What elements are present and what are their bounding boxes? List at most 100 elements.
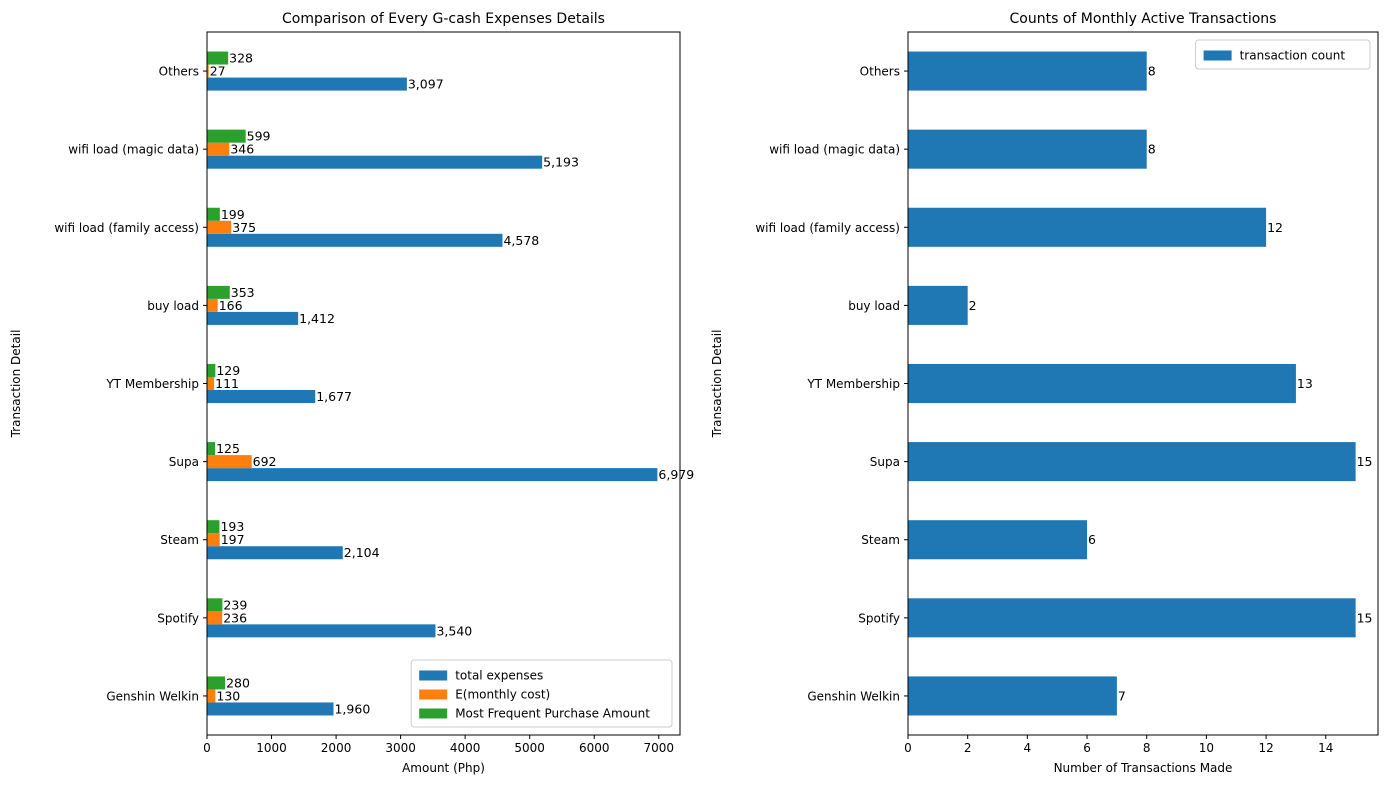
chart0-bar-1-3 xyxy=(207,455,252,469)
chart0-bar-2-1 xyxy=(207,598,223,612)
chart0-data-label-0-7: 5,193 xyxy=(543,155,579,170)
chart0-xtick-label-5: 5000 xyxy=(514,741,545,755)
chart0-bar-2-8 xyxy=(207,51,229,65)
chart1-xtick-label-0: 0 xyxy=(904,741,912,755)
chart1-data-label-0-6: 12 xyxy=(1267,220,1283,235)
chart0-bar-1-6 xyxy=(207,220,232,234)
chart1-data-label-0-8: 8 xyxy=(1148,64,1156,79)
chart1-data-label-0-1: 15 xyxy=(1357,610,1373,625)
chart0-legend-swatch-1 xyxy=(419,689,448,700)
chart0-bar-2-6 xyxy=(207,207,220,221)
chart0-title: Comparison of Every G-cash Expenses Deta… xyxy=(282,11,605,27)
chart0-bar-1-5 xyxy=(207,298,218,312)
chart1-data-label-0-5: 2 xyxy=(969,298,977,313)
chart0-ytick-label-1: Spotify xyxy=(157,611,199,625)
chart0-data-label-1-5: 166 xyxy=(219,298,243,313)
chart1-bar-0-7 xyxy=(908,129,1147,169)
chart1-ytick-label-7: wifi load (magic data) xyxy=(769,143,900,157)
chart1-ytick-label-1: Spotify xyxy=(858,611,900,625)
chart0-data-label-2-4: 129 xyxy=(216,363,240,378)
chart1-xtick-label-6: 12 xyxy=(1258,741,1273,755)
chart0-xtick-label-7: 7000 xyxy=(643,741,674,755)
chart0-ytick-label-3: Supa xyxy=(169,455,199,469)
chart0-bar-2-3 xyxy=(207,442,216,456)
chart0-ytick-label-0: Genshin Welkin xyxy=(106,689,199,703)
chart1-bar-0-2 xyxy=(908,520,1088,560)
chart0-bar-2-2 xyxy=(207,520,220,534)
chart1-bar-0-8 xyxy=(908,51,1147,91)
chart1-data-label-0-0: 7 xyxy=(1118,688,1126,703)
chart1-ylabel: Transaction Detail xyxy=(710,330,724,439)
chart0-ylabel: Transaction Detail xyxy=(9,330,23,439)
chart0-bar-1-1 xyxy=(207,611,223,625)
chart0-bar-0-6 xyxy=(207,233,503,247)
chart0-data-label-2-6: 199 xyxy=(221,207,245,222)
chart0-bar-0-5 xyxy=(207,311,299,325)
chart0-data-label-1-7: 346 xyxy=(230,142,254,157)
chart0-bar-2-4 xyxy=(207,363,216,377)
chart1-ytick-label-2: Steam xyxy=(861,533,900,547)
chart0-data-label-2-1: 239 xyxy=(223,597,247,612)
chart1-xlabel: Number of Transactions Made xyxy=(1054,761,1233,775)
chart0-xtick-label-1: 1000 xyxy=(256,741,287,755)
chart0-legend xyxy=(410,659,673,728)
chart0-data-label-2-3: 125 xyxy=(216,441,240,456)
chart0-xtick-label-3: 3000 xyxy=(385,741,416,755)
chart1-ytick-label-6: wifi load (family access) xyxy=(755,221,900,235)
chart0-data-label-2-5: 353 xyxy=(231,285,255,300)
chart0-ytick-label-2: Steam xyxy=(160,533,199,547)
chart0-bar-0-4 xyxy=(207,390,316,404)
chart1-bar-0-5 xyxy=(908,285,968,325)
chart0-legend-label-2: Most Frequent Purchase Amount xyxy=(455,707,650,721)
chart1-xtick-label-1: 2 xyxy=(964,741,972,755)
chart0-bar-1-0 xyxy=(207,689,216,703)
chart0-xtick-label-4: 4000 xyxy=(450,741,481,755)
chart0-bar-0-8 xyxy=(207,77,407,91)
chart0-bar-1-4 xyxy=(207,376,215,391)
chart0-data-label-2-8: 328 xyxy=(229,51,253,66)
chart0-bar-2-0 xyxy=(207,676,226,690)
chart0-data-label-2-7: 599 xyxy=(247,129,271,144)
chart0-data-label-0-3: 6,979 xyxy=(658,467,694,482)
chart0-bar-1-7 xyxy=(207,142,230,156)
chart0-data-label-1-3: 692 xyxy=(253,454,277,469)
chart0-data-label-0-1: 3,540 xyxy=(436,623,472,638)
chart1-xtick-label-3: 6 xyxy=(1083,741,1091,755)
chart0-data-label-0-4: 1,677 xyxy=(316,389,352,404)
chart0-xtick-label-0: 0 xyxy=(203,741,211,755)
chart1-data-label-0-7: 8 xyxy=(1148,142,1156,157)
chart0-data-label-1-8: 27 xyxy=(210,64,226,79)
chart0-data-label-0-6: 4,578 xyxy=(503,233,539,248)
chart0-data-label-0-8: 3,097 xyxy=(408,77,444,92)
chart0-data-label-0-0: 1,960 xyxy=(334,701,370,716)
chart0-legend-swatch-2 xyxy=(419,708,448,719)
chart0-ytick-label-8: Others xyxy=(159,65,199,79)
chart1-data-label-0-3: 15 xyxy=(1357,454,1373,469)
chart0-ytick-label-4: YT Membership xyxy=(105,377,199,391)
chart0-xlabel: Amount (Php) xyxy=(402,761,485,775)
chart0-bar-1-8 xyxy=(207,64,209,78)
chart1-bar-0-6 xyxy=(908,207,1267,247)
chart0-data-label-0-2: 2,104 xyxy=(344,545,380,560)
chart1-data-label-0-2: 6 xyxy=(1088,532,1096,547)
chart1-xtick-label-4: 8 xyxy=(1143,741,1151,755)
chart0-ytick-label-6: wifi load (family access) xyxy=(54,221,199,235)
chart1-title: Counts of Monthly Active Transactions xyxy=(1010,11,1277,27)
chart0-xtick-label-6: 6000 xyxy=(579,741,610,755)
chart0-xtick-label-2: 2000 xyxy=(321,741,352,755)
chart0-bar-0-2 xyxy=(207,546,343,560)
chart0-ytick-label-7: wifi load (magic data) xyxy=(68,143,199,157)
chart0-bar-2-5 xyxy=(207,285,230,299)
chart1-legend xyxy=(1195,39,1371,70)
chart0-bar-1-2 xyxy=(207,533,220,547)
chart0-bar-2-7 xyxy=(207,129,246,143)
chart0-data-label-1-1: 236 xyxy=(223,610,247,625)
chart1-legend-label-0: transaction count xyxy=(1240,49,1346,63)
chart0-data-label-1-6: 375 xyxy=(232,220,256,235)
chart1-bar-0-1 xyxy=(908,598,1356,638)
chart0-data-label-2-0: 280 xyxy=(226,675,250,690)
chart0-legend-swatch-0 xyxy=(419,670,448,681)
chart0-data-label-0-5: 1,412 xyxy=(299,311,335,326)
chart0-data-label-1-4: 111 xyxy=(215,376,239,391)
